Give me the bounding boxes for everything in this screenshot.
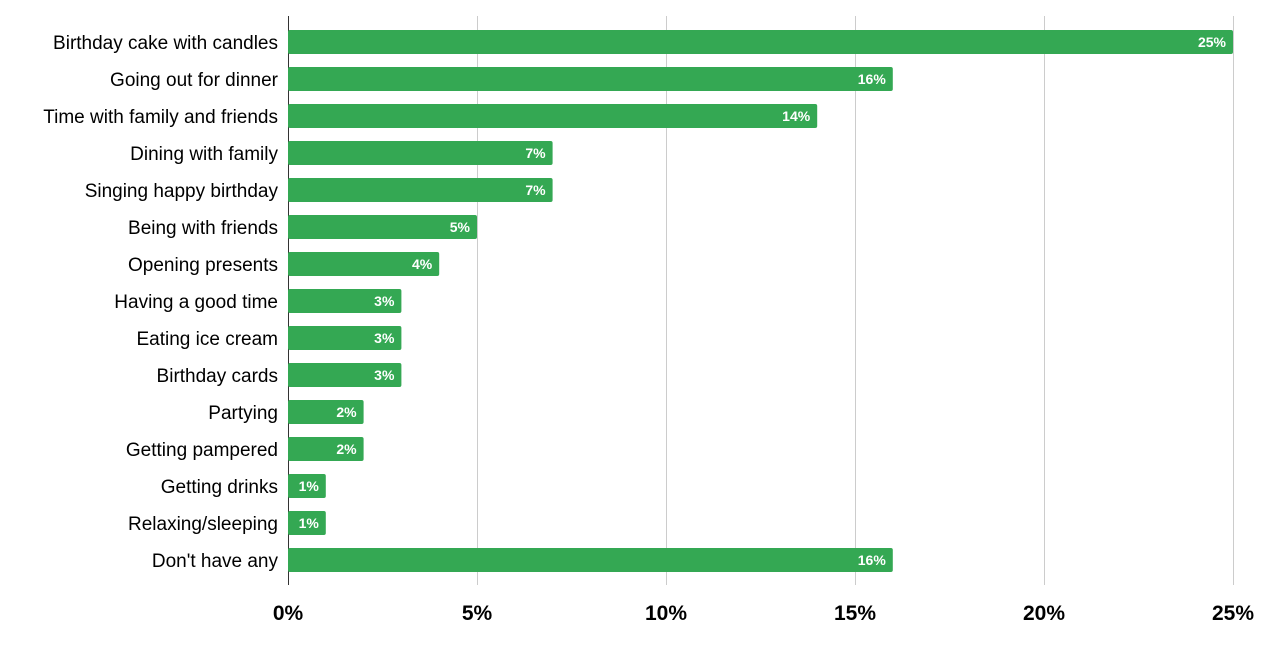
bar	[288, 363, 402, 387]
x-tick-label: 25%	[1212, 602, 1254, 625]
data-label: 7%	[525, 145, 546, 161]
category-label: Having a good time	[114, 292, 278, 313]
category-label: Getting drinks	[161, 477, 278, 498]
bar	[288, 474, 326, 498]
category-label: Opening presents	[128, 255, 278, 276]
category-label: Birthday cake with candles	[53, 33, 278, 54]
bar	[288, 252, 440, 276]
x-tick-label: 20%	[1023, 602, 1065, 625]
data-label: 5%	[450, 219, 471, 235]
category-label: Getting pampered	[126, 440, 278, 461]
category-label: Don't have any	[152, 551, 279, 572]
data-label: 7%	[525, 182, 546, 198]
data-label: 2%	[336, 441, 357, 457]
category-labels: Birthday cake with candles Going out for …	[43, 33, 278, 572]
bar	[288, 437, 364, 461]
category-label: Dining with family	[130, 144, 278, 165]
bar	[288, 141, 553, 165]
bar	[288, 30, 1233, 54]
category-label: Time with family and friends	[43, 107, 278, 128]
bar	[288, 548, 893, 572]
category-label: Birthday cards	[157, 366, 278, 387]
data-label: 16%	[858, 71, 887, 87]
x-tick-label: 15%	[834, 602, 876, 625]
category-label: Being with friends	[128, 218, 278, 239]
x-tick-label: 5%	[462, 602, 493, 625]
x-tick-label: 10%	[645, 602, 687, 625]
data-label: 1%	[299, 515, 320, 531]
data-label: 25%	[1198, 34, 1227, 50]
data-label: 3%	[374, 293, 395, 309]
data-label: 3%	[374, 367, 395, 383]
data-label: 2%	[336, 404, 357, 420]
bar	[288, 178, 553, 202]
data-label: 16%	[858, 552, 887, 568]
gridlines	[288, 16, 1234, 585]
bar	[288, 104, 818, 128]
x-axis-ticks: 0% 5% 10% 15% 20% 25%	[273, 602, 1255, 625]
bar	[288, 215, 477, 239]
data-label: 3%	[374, 330, 395, 346]
bars: 25% 16% 14% 7% 7% 5% 4% 3% 3% 3% 2% 2% 1% 1% 16%	[288, 30, 1233, 572]
bar	[288, 511, 326, 535]
category-label: Relaxing/sleeping	[128, 514, 278, 535]
bar	[288, 289, 402, 313]
category-label: Partying	[208, 403, 278, 424]
category-label: Eating ice cream	[136, 329, 278, 350]
bar	[288, 400, 364, 424]
data-label: 1%	[299, 478, 320, 494]
data-label: 4%	[412, 256, 433, 272]
bar	[288, 326, 402, 350]
category-label: Singing happy birthday	[85, 181, 279, 202]
data-label: 14%	[782, 108, 811, 124]
x-tick-label: 0%	[273, 602, 304, 625]
category-label: Going out for dinner	[110, 70, 279, 91]
bar	[288, 67, 893, 91]
